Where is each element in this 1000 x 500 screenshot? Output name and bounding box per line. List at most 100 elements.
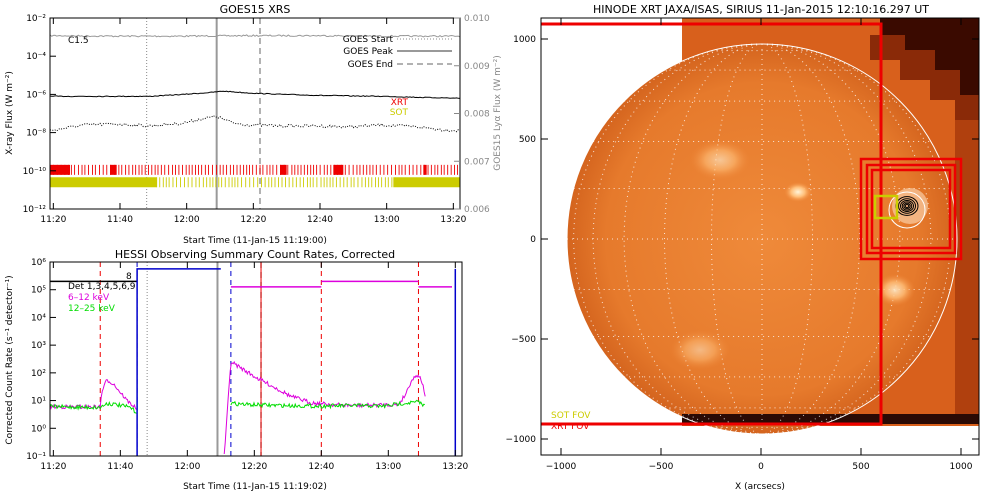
goes-ytick-label: 10⁻¹⁰ [23, 167, 47, 177]
hessi-xtick-label: 12:20 [241, 462, 267, 472]
hessi-ytick-label: 10⁵ [31, 286, 46, 296]
goes-flare-class: C1.5 [68, 36, 89, 46]
flare-contour-2 [900, 199, 914, 213]
flare-contour-4 [903, 202, 911, 210]
hessi-ytick-label: 10² [31, 369, 46, 379]
goes-series-0 [50, 34, 460, 38]
hinode-image [541, 18, 979, 435]
flare-contour-5 [904, 203, 910, 209]
hinode-panel: HINODE XRT JAXA/ISAS, SIRIUS 11-Jan-2015… [506, 3, 980, 492]
hinode-ytick-label: 1000 [513, 35, 536, 45]
goes-ytick-right-label: 0.010 [464, 14, 490, 24]
fov-box-xrt-0 [859, 157, 963, 261]
hinode-xtick-label: 500 [852, 462, 869, 472]
goes-ylabel-right: GOES15 Lyα Flux (W m⁻²) [493, 55, 503, 171]
grid-meridian [573, 43, 763, 435]
goes-plot-area [50, 18, 460, 209]
goes-xtick-label: 12:40 [307, 215, 333, 225]
grid-meridian [761, 43, 813, 435]
hinode-dark-corner-edge [870, 35, 979, 120]
goes-xtick-label: 13:00 [374, 215, 400, 225]
goes-series-1 [50, 90, 460, 99]
hessi-panel: HESSI Observing Summary Count Rates, Cor… [5, 248, 469, 492]
goes-obs-dense-0-3 [333, 164, 344, 175]
bright-region-east [784, 182, 812, 202]
bright-region-center [690, 140, 750, 180]
fov-box-xrt-2 [870, 168, 952, 250]
hessi-xtick-label: 13:20 [442, 462, 468, 472]
hinode-axes-frame [540, 17, 980, 456]
hinode-ytick-label: 500 [519, 135, 536, 145]
goes-obs-dense-0-1 [110, 164, 117, 175]
hinode-xtick-label: 1000 [950, 462, 973, 472]
goes-panel: GOES15 XRS 11:20 11:40 12:00 12:20 12:40 13:0… [5, 3, 503, 246]
hessi-axes-frame [49, 261, 463, 457]
goes-ytick-right-label: 0.007 [464, 157, 490, 167]
hinode-dark-corner [880, 18, 979, 95]
hessi-series-3-seg-0 [136, 268, 221, 456]
goes-obs-bar-sot [50, 177, 460, 188]
hinode-ytick-label: 0 [530, 235, 536, 245]
goes-obs-dense-1-1 [393, 177, 460, 188]
goes-xlabel: Start Time (11-Jan-15 11:19:00) [183, 236, 327, 246]
hinode-bottom-band [682, 414, 979, 424]
goes-obs-dense-0-2 [280, 164, 287, 175]
grid-meridian [711, 43, 763, 435]
goes-legend-start: GOES Start [343, 35, 394, 45]
goes-ytick-label: 10⁻⁶ [26, 90, 46, 100]
hessi-title: HESSI Observing Summary Count Rates, Cor… [115, 248, 395, 261]
fov-box-xrt-3 [541, 22, 883, 426]
goes-ytick-label: 10⁻² [26, 14, 46, 24]
hinode-axes: −1000 −500 0 500 1000 −1000 −500 0 500 1000 [506, 18, 979, 472]
flare-contours [888, 191, 926, 229]
hessi-ytick-label: 10⁻¹ [26, 452, 46, 462]
hessi-series-2-seg-0 [50, 401, 137, 414]
goes-xtick-label: 11:40 [107, 215, 133, 225]
hessi-ytick-label: 10⁶ [31, 258, 46, 268]
fov-box-xrt-1 [865, 163, 957, 255]
flare-contour-3 [901, 201, 913, 211]
goes-sot-label: SOT [390, 108, 409, 118]
fov-boxes [541, 22, 963, 426]
hessi-legend-entry: 12–25 keV [68, 304, 116, 314]
goes-obs-dense-0-4 [423, 164, 427, 175]
goes-obs-dense-1-0 [50, 177, 157, 188]
hessi-legend-entry: 6–12 keV [68, 293, 110, 303]
hessi-series-1-seg-1 [223, 360, 426, 455]
goes-ytick-right-label: 0.009 [464, 62, 490, 72]
hessi-ytick-label: 10¹ [31, 397, 46, 407]
hessi-ytick-label: 10³ [31, 341, 46, 351]
goes-xtick-label: 13:20 [440, 215, 466, 225]
hinode-ytick-label: −500 [511, 335, 536, 345]
goes-legend-peak: GOES Peak [343, 47, 393, 57]
hessi-xtick-label: 13:00 [375, 462, 401, 472]
hessi-xtick-label: 11:40 [107, 462, 133, 472]
goes-obs-dense-0-0 [50, 164, 70, 175]
goes-xrt-label: XRT [391, 98, 409, 108]
hessi-ytick-label: 10⁴ [31, 313, 46, 323]
hinode-right-edge [955, 120, 979, 420]
hinode-xrt-fov-label: XRT FOV [551, 422, 590, 432]
flare-contour-outer [888, 191, 926, 229]
goes-ytick-label: 10⁻⁴ [26, 52, 46, 62]
goes-ylabel: X-ray Flux (W m⁻²) [5, 71, 15, 155]
goes-ytick-label: 10⁻¹² [23, 205, 47, 215]
goes-legend-end: GOES End [348, 60, 393, 70]
goes-xtick-label: 12:00 [174, 215, 200, 225]
bright-region-southwest [670, 330, 730, 370]
hessi-xtick-label: 12:00 [174, 462, 200, 472]
hinode-xtick-label: 0 [758, 462, 764, 472]
hessi-annotation: 8 [126, 272, 132, 282]
hessi-legend-entry: Det 1,3,4,5,6,9 [68, 282, 136, 292]
hessi-xtick-label: 12:40 [308, 462, 334, 472]
hinode-sot-fov-label: SOT FOV [551, 411, 591, 421]
goes-title: GOES15 XRS [220, 3, 291, 16]
goes-legend: GOES Start GOES Peak GOES End [343, 35, 452, 70]
hinode-title: HINODE XRT JAXA/ISAS, SIRIUS 11-Jan-2015… [593, 3, 929, 16]
bright-region-south [875, 274, 915, 306]
hessi-series-2-seg-1 [230, 399, 425, 410]
hessi-xtick-label: 11:20 [40, 462, 66, 472]
hessi-xlabel: Start Time (11-Jan-15 11:19:02) [183, 482, 327, 492]
